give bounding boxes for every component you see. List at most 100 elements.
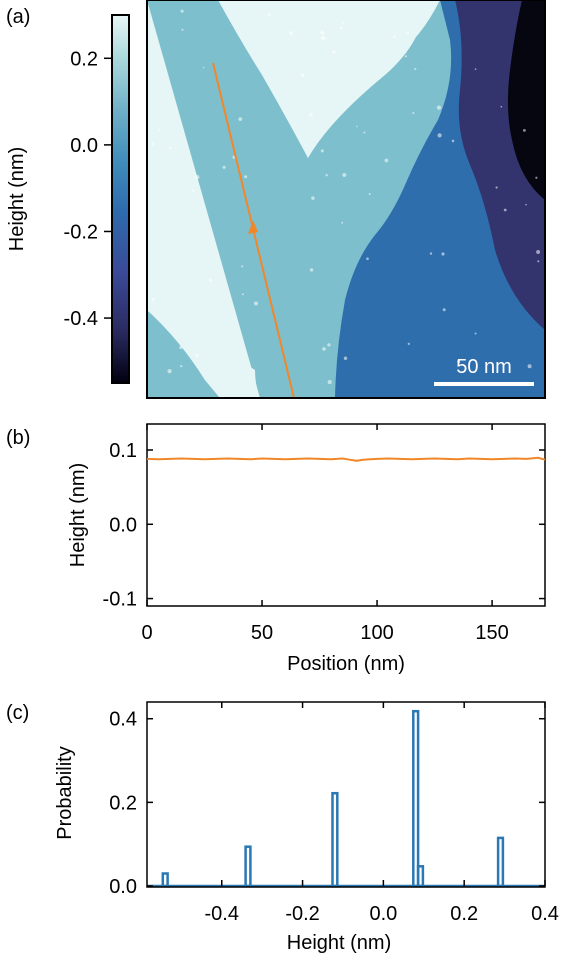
colorbar-gradient [111, 14, 130, 384]
histogram-plot: -0.4 -0.2 0.0 0.2 0.4 0.0 0.2 0.4 Height (nm) P… [54, 701, 559, 954]
adatom-dot [151, 142, 155, 146]
adatom-dot [309, 112, 313, 117]
terrace-lowest [507, 0, 545, 200]
adatom-dot [340, 26, 343, 30]
y-tick-label: 0.4 [109, 709, 137, 731]
profile-series-line [146, 456, 546, 462]
adatom-dot [222, 165, 226, 169]
adatom-dot [384, 158, 389, 163]
adatom-dot [180, 9, 184, 13]
histogram-axis-ticks: -0.4 -0.2 0.0 0.2 0.4 0.0 0.2 0.4 [109, 702, 559, 925]
profile-plot-frame [146, 423, 546, 607]
profile-axis-ticks: 0 50 100 150 0.1 0.0 -0.1 [103, 424, 545, 644]
histogram-ylabel: Probability [54, 746, 76, 839]
adatom-dots [151, 9, 541, 385]
histogram-bar [331, 791, 339, 888]
adatom-dot [404, 55, 408, 58]
adatom-dot [407, 342, 410, 346]
colorbar-tick-label: -0.2 [64, 221, 98, 243]
adatom-dot [366, 257, 369, 261]
adatom-dot [393, 35, 396, 39]
histogram-bar [161, 872, 169, 888]
colorbar-ticks: 0.2 0.0 -0.2 -0.4 [64, 48, 112, 330]
adatom-dot [191, 189, 195, 192]
profile-arrowhead [248, 220, 258, 234]
adatom-dot [495, 186, 498, 189]
adatom-dot [535, 176, 538, 179]
adatom-dot [195, 174, 200, 180]
adatom-dot [525, 203, 527, 206]
colorbar-tick-label: 0.2 [70, 48, 98, 70]
x-tick-label: -0.4 [205, 903, 239, 925]
adatom-dot [527, 364, 532, 369]
histogram-bars [161, 709, 505, 888]
panel-b-label: (b) [6, 427, 30, 449]
adatom-dot [202, 66, 205, 69]
x-tick-label: 100 [360, 622, 393, 644]
adatom-dot [254, 301, 258, 306]
adatom-dot [325, 174, 328, 177]
x-tick-label: 50 [251, 622, 273, 644]
terrace-top-shelf [218, 0, 440, 158]
adatom-dot [320, 30, 325, 35]
adatom-dot [412, 112, 415, 115]
adatom-dot [208, 278, 213, 282]
adatom-dot [406, 31, 410, 35]
profile-ylabel: Height (nm) [67, 463, 89, 567]
adatom-dot [436, 105, 442, 110]
adatom-dot [168, 146, 172, 150]
x-tick-label: 150 [475, 622, 508, 644]
adatom-dot [322, 347, 326, 351]
y-tick-label: 0.2 [109, 792, 137, 814]
histogram-bar [244, 845, 252, 888]
histogram-plot-frame [146, 701, 546, 888]
histogram-xlabel: Height (nm) [287, 932, 391, 954]
histogram-bar [416, 865, 425, 888]
adatom-dot [241, 293, 244, 296]
adatom-dot [474, 68, 477, 70]
panel-a-label: (a) [6, 6, 30, 28]
adatom-dot [300, 73, 305, 77]
panel-c-label: (c) [6, 702, 29, 724]
y-tick-label: 0.1 [109, 440, 137, 462]
y-tick-label: 0.0 [109, 876, 137, 898]
adatom-dot [363, 131, 366, 134]
adatom-dot [368, 192, 371, 196]
colorbar: 0.2 0.0 -0.2 -0.4 Height (nm) [6, 14, 130, 384]
adatom-dot [327, 380, 332, 385]
adatom-dot [309, 268, 314, 272]
adatom-dot [151, 298, 155, 301]
adatom-dot [327, 343, 331, 347]
x-tick-label: 0.0 [369, 903, 397, 925]
adatom-dot [181, 28, 184, 31]
adatom-dot [356, 125, 358, 128]
x-tick-label: -0.2 [285, 903, 319, 925]
adatom-dot [500, 105, 503, 108]
adatom-dot [320, 149, 324, 153]
scale-bar-label: 50 nm [456, 356, 512, 378]
adatom-dot [311, 196, 315, 200]
adatom-dot [267, 12, 271, 17]
colorbar-tick-label: 0.0 [70, 135, 98, 157]
adatom-dot [342, 173, 347, 177]
x-tick-label: 0.2 [450, 903, 478, 925]
adatom-dot [167, 368, 172, 374]
x-tick-label: 0 [141, 622, 152, 644]
colorbar-tick-label: -0.4 [64, 308, 98, 330]
adatom-dot [441, 252, 445, 256]
afm-image: 50 nm [146, 0, 546, 399]
adatom-dot [342, 22, 345, 25]
adatom-dot [195, 353, 199, 358]
x-tick-label: 0.4 [531, 903, 559, 925]
adatom-dot [537, 260, 540, 263]
adatom-dot [288, 31, 293, 36]
adatom-dot [442, 308, 446, 312]
adatom-dot [522, 128, 526, 132]
adatom-dot [158, 128, 161, 132]
adatom-dot [343, 356, 348, 361]
adatom-dot [241, 265, 244, 268]
adatom-dot [244, 175, 248, 179]
adatom-dot [437, 133, 442, 138]
image-frame [146, 0, 546, 399]
